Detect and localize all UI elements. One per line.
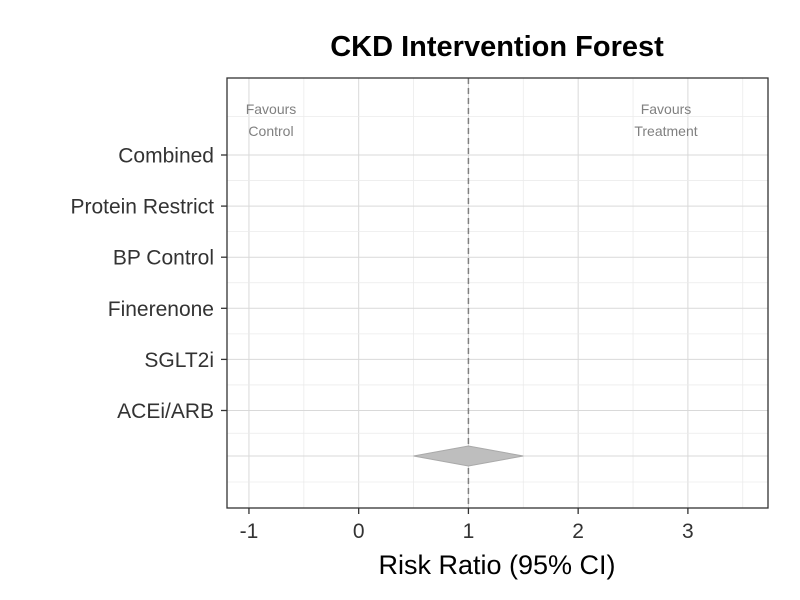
y-tick-label: SGLT2i xyxy=(144,349,214,372)
x-tick-label: -1 xyxy=(240,520,259,543)
x-tick-label: 1 xyxy=(463,520,475,543)
y-tick-label: Protein Restrict xyxy=(70,196,214,219)
x-axis-label: Risk Ratio (95% CI) xyxy=(378,550,615,580)
grid-lines xyxy=(227,78,768,508)
plot-panel-border xyxy=(226,77,769,509)
y-tick-label: BP Control xyxy=(113,247,214,270)
annotation-right-line-2: Treatment xyxy=(634,123,697,139)
y-tick-label: ACEi/ARB xyxy=(117,400,214,423)
x-tick-label: 0 xyxy=(353,520,365,543)
annotation-favours-control: Favours Control xyxy=(246,101,297,139)
summary-diamond xyxy=(413,445,524,467)
x-tick-label: 3 xyxy=(682,520,694,543)
annotation-left-line-2: Control xyxy=(248,123,293,139)
annotation-favours-treatment: Favours Treatment xyxy=(634,101,697,139)
x-axis: -1 0 1 2 3 xyxy=(240,508,694,543)
chart-title: CKD Intervention Forest xyxy=(330,31,664,63)
annotation-right-line-1: Favours xyxy=(641,101,692,117)
y-tick-label: Combined xyxy=(118,145,214,168)
x-tick-label: 2 xyxy=(572,520,584,543)
y-axis: Combined Protein Restrict BP Control Finere… xyxy=(70,145,227,423)
y-tick-label: Finerenone xyxy=(108,298,214,321)
annotation-left-line-1: Favours xyxy=(246,101,297,117)
